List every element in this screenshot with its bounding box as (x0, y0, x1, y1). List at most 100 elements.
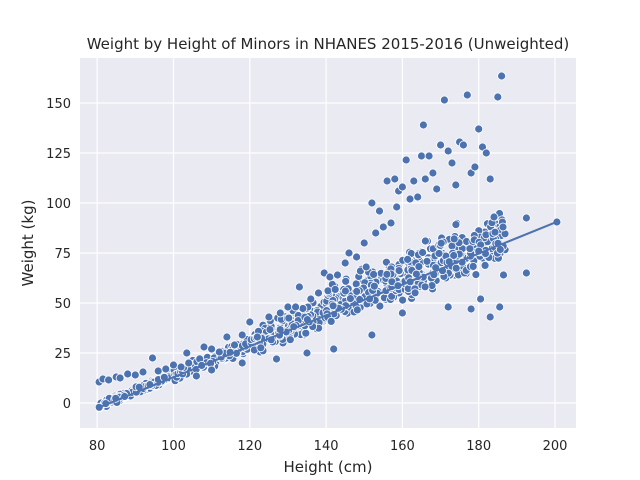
data-point (499, 270, 508, 280)
data-point (340, 286, 350, 296)
data-point (184, 358, 194, 368)
data-point (328, 301, 338, 311)
data-point (326, 316, 336, 326)
data-point (522, 268, 531, 278)
x-tick-label: 120 (237, 439, 262, 454)
data-point (252, 332, 262, 342)
data-point (369, 269, 379, 279)
data-point (344, 248, 354, 258)
data-point (272, 354, 281, 364)
data-point (485, 312, 495, 322)
data-point (245, 317, 255, 327)
data-point (302, 348, 312, 358)
data-point (470, 162, 480, 172)
data-point (298, 304, 308, 313)
y-tick-label: 0 (63, 397, 71, 412)
data-point (490, 227, 500, 237)
data-point (394, 266, 404, 276)
data-point (375, 206, 384, 216)
data-point (191, 371, 201, 381)
data-point (489, 212, 499, 222)
regression-line (98, 220, 558, 409)
data-point (401, 155, 411, 165)
data-point (424, 151, 434, 161)
data-point (420, 282, 430, 292)
x-tick-label: 160 (390, 439, 415, 454)
data-point (495, 302, 505, 312)
data-point (352, 286, 362, 296)
data-point (314, 288, 323, 298)
data-point (522, 213, 531, 223)
data-point (485, 174, 495, 184)
data-point (207, 344, 217, 354)
data-point (115, 373, 125, 383)
data-point (199, 342, 209, 352)
y-tick-label: 125 (46, 147, 71, 162)
data-point (161, 364, 171, 374)
data-point (340, 258, 350, 268)
data-point (397, 182, 407, 192)
data-point (481, 148, 491, 158)
data-point (230, 340, 239, 350)
data-point (462, 90, 472, 100)
data-point (104, 375, 113, 385)
y-tick-label: 150 (46, 97, 71, 112)
data-point (418, 248, 428, 257)
y-axis-label: Weight (kg) (19, 200, 37, 287)
data-point (451, 220, 461, 230)
data-point (418, 120, 428, 130)
data-point (468, 261, 478, 271)
data-point (341, 276, 351, 286)
data-point (123, 369, 133, 379)
data-point (443, 146, 453, 156)
data-point (130, 370, 140, 380)
x-tick-label: 180 (466, 439, 491, 454)
data-point (323, 286, 333, 296)
x-axis-label: Height (cm) (284, 458, 373, 476)
data-point (439, 95, 449, 105)
data-point (369, 281, 379, 291)
y-tick-label: 50 (54, 297, 71, 312)
data-point (497, 71, 507, 81)
data-point (428, 168, 438, 178)
data-point (375, 301, 385, 311)
data-point (436, 140, 446, 150)
data-point (371, 228, 381, 238)
data-point (386, 218, 396, 228)
data-point (237, 330, 247, 340)
data-point (420, 236, 430, 246)
data-point (329, 344, 339, 354)
data-point (382, 176, 392, 186)
data-point (480, 260, 490, 270)
x-tick-label: 100 (161, 439, 186, 454)
data-point (414, 262, 424, 272)
data-point (361, 262, 371, 272)
data-point (352, 305, 362, 315)
data-point (474, 124, 484, 134)
data-point (451, 263, 461, 273)
data-point (432, 184, 442, 194)
regression-line-group (98, 220, 558, 409)
data-point (466, 304, 476, 314)
data-point (182, 348, 192, 358)
data-point (256, 343, 266, 353)
data-point (325, 272, 335, 282)
data-point (417, 151, 426, 161)
data-point (409, 176, 419, 186)
data-point (405, 194, 415, 204)
data-point (449, 234, 459, 244)
data-point (294, 282, 304, 292)
x-tick-label: 80 (89, 439, 106, 454)
data-point (382, 269, 392, 279)
data-point (214, 347, 224, 357)
data-point (148, 353, 157, 363)
data-point (291, 302, 301, 312)
data-point (367, 330, 377, 340)
data-point (333, 270, 342, 280)
y-tick-label: 75 (54, 247, 71, 262)
data-point (367, 198, 377, 208)
data-point (451, 180, 461, 190)
data-point (345, 294, 355, 304)
data-point (403, 254, 413, 264)
